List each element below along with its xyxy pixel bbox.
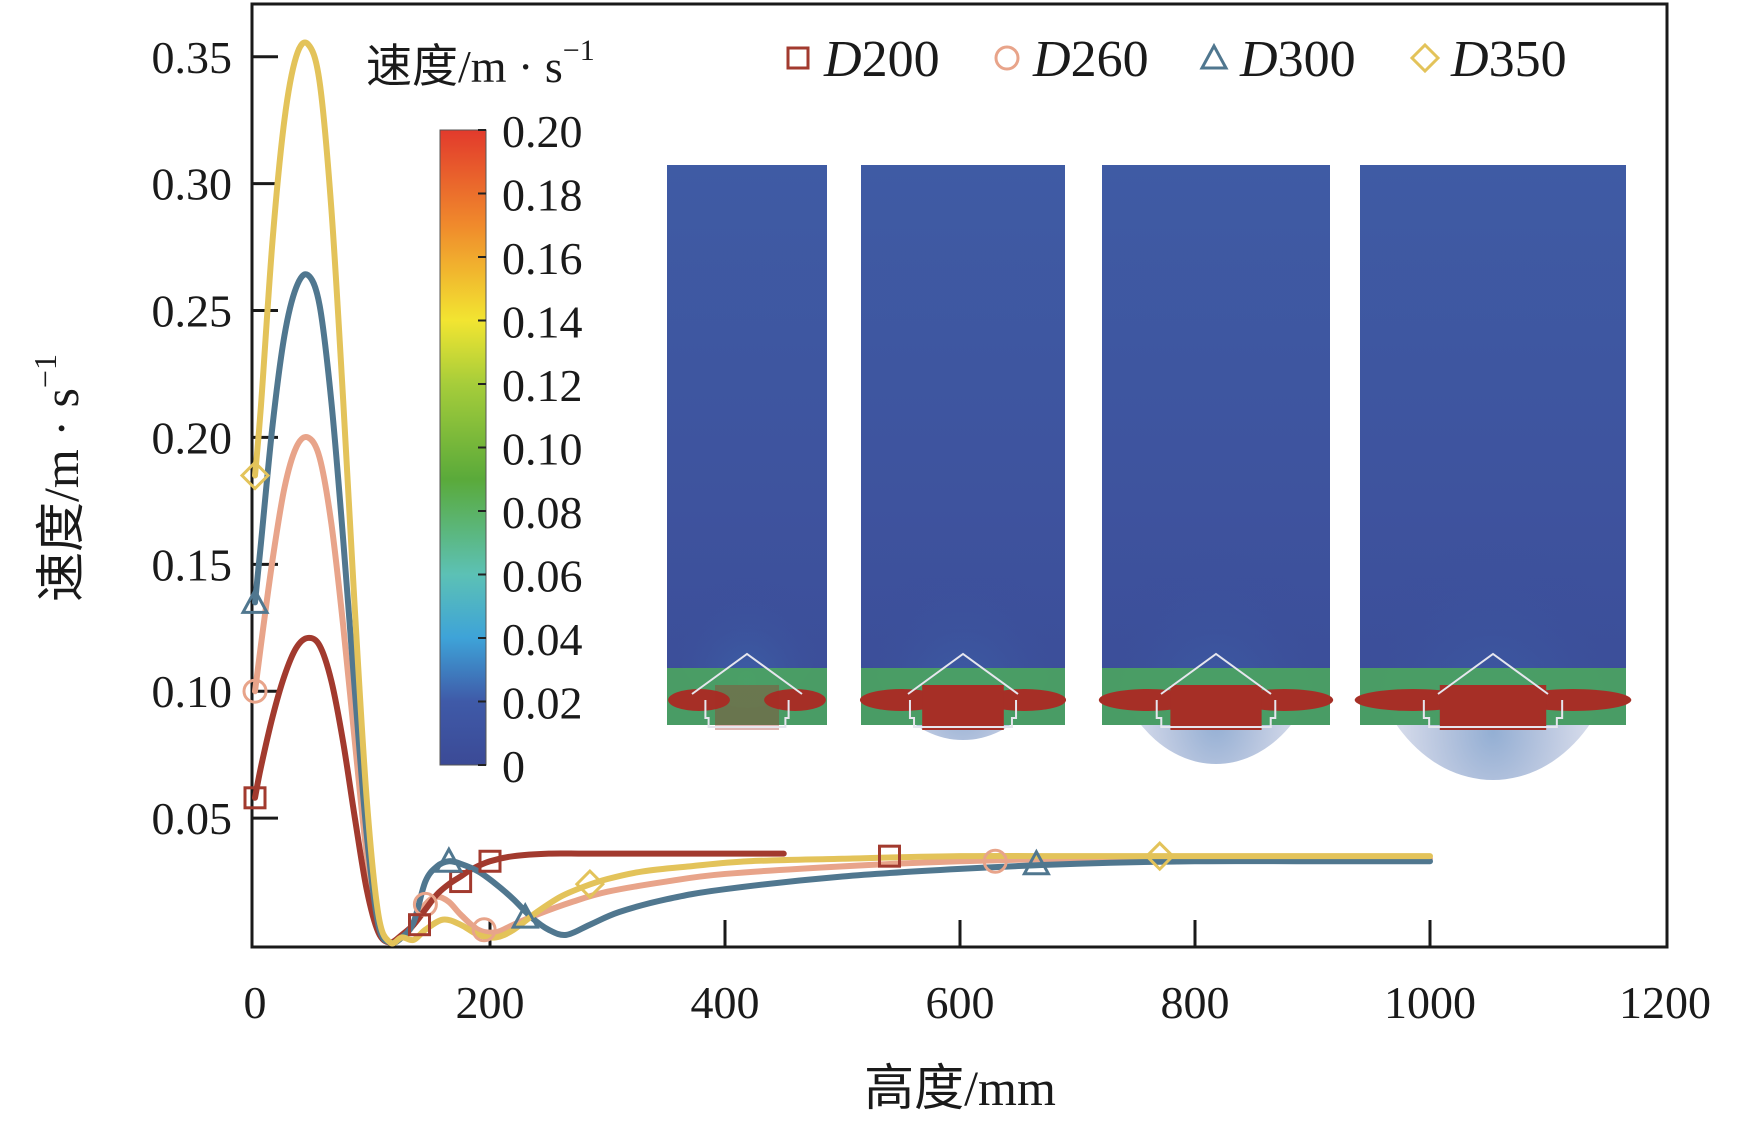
marker-d260 [242, 678, 268, 704]
baffle-outline [691, 652, 803, 695]
x-tick-label: 1000 [1384, 977, 1476, 1028]
legend-marker [994, 45, 1020, 71]
jet-core [922, 685, 1004, 730]
colorbar-ticks: 0.20 0.18 0.16 0.14 0.12 0.10 0.08 0.06 0.04 0.02… [478, 106, 583, 792]
marker-d260 [471, 917, 497, 943]
nozzle-outline [1422, 700, 1564, 728]
y-tick-label: 0.15 [152, 539, 233, 590]
marker-d350 [1144, 841, 1175, 872]
marker-d300 [434, 846, 464, 873]
y-tick-label: 0.25 [152, 286, 233, 337]
legend-item-d260: D260 [994, 31, 1149, 88]
colorbar-tick-label: 0.10 [502, 424, 583, 475]
colorbar-tick-label: 0.18 [502, 170, 583, 221]
legend-label: D260 [1032, 31, 1149, 88]
x-tick-label: 400 [691, 977, 760, 1028]
jet-right [764, 689, 826, 711]
x-tick-label: 200 [456, 977, 525, 1028]
x-tick-label: 600 [926, 977, 995, 1028]
axis-tick-labels: 0 200 400 600 800 1000 12000.050.100.150.200.2… [152, 32, 1712, 1028]
jet-core [1170, 685, 1262, 730]
colorbar-tick-label: 0.02 [502, 678, 583, 729]
jet-left [668, 689, 730, 711]
marker-d300 [240, 587, 270, 614]
marker-d350 [574, 868, 605, 900]
marker-d300 [1021, 848, 1051, 876]
velocity-contour-panels [667, 165, 1632, 780]
contour-panel-d260 [859, 165, 1067, 740]
legend-label: D300 [1239, 31, 1356, 88]
y-axis-title: 速度/m · s−1 [27, 354, 89, 602]
baffle-outline [1160, 652, 1272, 695]
x-axis-title: 高度/mm [864, 1060, 1056, 1116]
colorbar-tick-label: 0.20 [502, 106, 583, 157]
contour-plume [670, 532, 824, 708]
x-tick-label: 800 [1161, 977, 1230, 1028]
y-tick-label: 0.20 [152, 412, 233, 463]
legend-marker [786, 46, 810, 70]
y-tick-label: 0.10 [152, 666, 233, 717]
series-lines [252, 39, 1433, 947]
series-line-d300 [252, 271, 1433, 947]
colorbar-tick-label: 0.14 [502, 297, 583, 348]
marker-d260 [982, 848, 1008, 874]
marker-d350 [239, 460, 271, 491]
legend-label: D350 [1450, 31, 1567, 88]
legend-item-d350: D350 [1409, 31, 1567, 88]
y-tick-label: 0.30 [152, 159, 233, 210]
nozzle-outline [908, 700, 1018, 728]
legend-item-d200: D200 [786, 31, 940, 88]
colorbar-tick-label: 0.08 [502, 487, 583, 538]
colorbar-tick-label: 0.16 [502, 233, 583, 284]
colorbar-tick-label: 0 [502, 741, 525, 792]
legend-label: D200 [823, 31, 940, 88]
colorbar-title: 速度/m · s−1 [366, 34, 595, 92]
nozzle-outline [1155, 700, 1277, 728]
jet-core [715, 685, 779, 730]
y-tick-label: 0.35 [152, 32, 233, 83]
series-line-d350 [252, 39, 1433, 947]
contour-panel-d300 [1098, 165, 1334, 764]
legend-marker [1409, 42, 1441, 74]
marker-d200 [243, 786, 267, 810]
x-tick-label: 1200 [1619, 977, 1711, 1028]
marker-d200 [478, 849, 502, 873]
legend-item-d300: D300 [1199, 31, 1356, 88]
baffle-outline [1437, 652, 1549, 695]
contour-plume [1365, 460, 1621, 780]
colorbar-tick-label: 0.12 [502, 360, 583, 411]
legend: D200 D260 D300 D350 [786, 31, 1567, 88]
jet-core [1439, 685, 1547, 730]
marker-d200 [878, 844, 901, 868]
nozzle-outline [704, 700, 790, 728]
contour-panel-d350 [1354, 165, 1632, 780]
marker-d300 [510, 901, 540, 929]
colorbar-tick-label: 0.04 [502, 614, 583, 665]
baffle-outline [907, 652, 1019, 695]
marker-d200 [408, 913, 431, 937]
series-markers [239, 460, 1175, 943]
y-tick-label: 0.05 [152, 793, 233, 844]
contour-panel-d200 [667, 165, 827, 730]
colorbar-tick-label: 0.06 [502, 551, 583, 602]
x-tick-label: 0 [244, 977, 267, 1028]
legend-marker [1199, 42, 1229, 70]
